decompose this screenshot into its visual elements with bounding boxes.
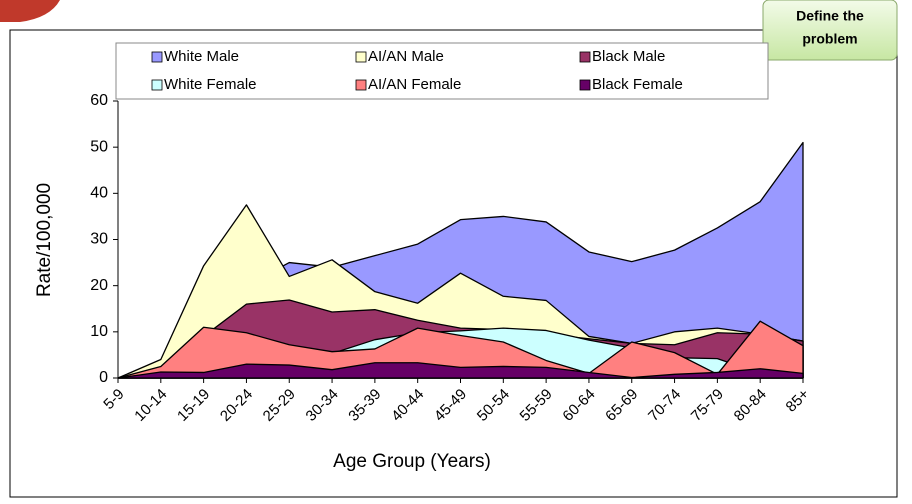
- legend-swatch: [355, 51, 367, 63]
- legend-swatch: [151, 51, 163, 63]
- y-tick-label: 50: [90, 138, 108, 155]
- y-tick-label: 60: [90, 92, 108, 109]
- logo-fragment: [0, 0, 60, 22]
- legend-label: Black Male: [592, 48, 665, 65]
- area: [117, 362, 804, 379]
- legend-label: White Male: [164, 48, 239, 65]
- x-axis-label: Age Group (Years): [333, 451, 491, 472]
- y-tick-label: 40: [90, 185, 108, 202]
- badge-line: problem: [802, 31, 857, 47]
- y-tick-label: 0: [99, 369, 108, 386]
- y-axis-label: Rate/100,000: [34, 183, 55, 297]
- legend-swatch: [355, 79, 367, 91]
- legend-swatch: [579, 79, 591, 91]
- y-tick-label: 30: [90, 231, 108, 248]
- legend-swatch: [151, 79, 163, 91]
- legend-label: White Female: [164, 76, 257, 93]
- legend-label: AI/AN Male: [368, 48, 444, 65]
- legend-label: Black Female: [592, 76, 683, 93]
- legend-swatch: [579, 51, 591, 63]
- area: [117, 320, 804, 379]
- y-tick-label: 20: [90, 277, 108, 294]
- y-tick-label: 10: [90, 323, 108, 340]
- badge-box: [762, 0, 898, 61]
- badge-line: Define the: [796, 8, 864, 24]
- legend-box: [115, 42, 769, 100]
- legend-label: AI/AN Female: [368, 76, 461, 93]
